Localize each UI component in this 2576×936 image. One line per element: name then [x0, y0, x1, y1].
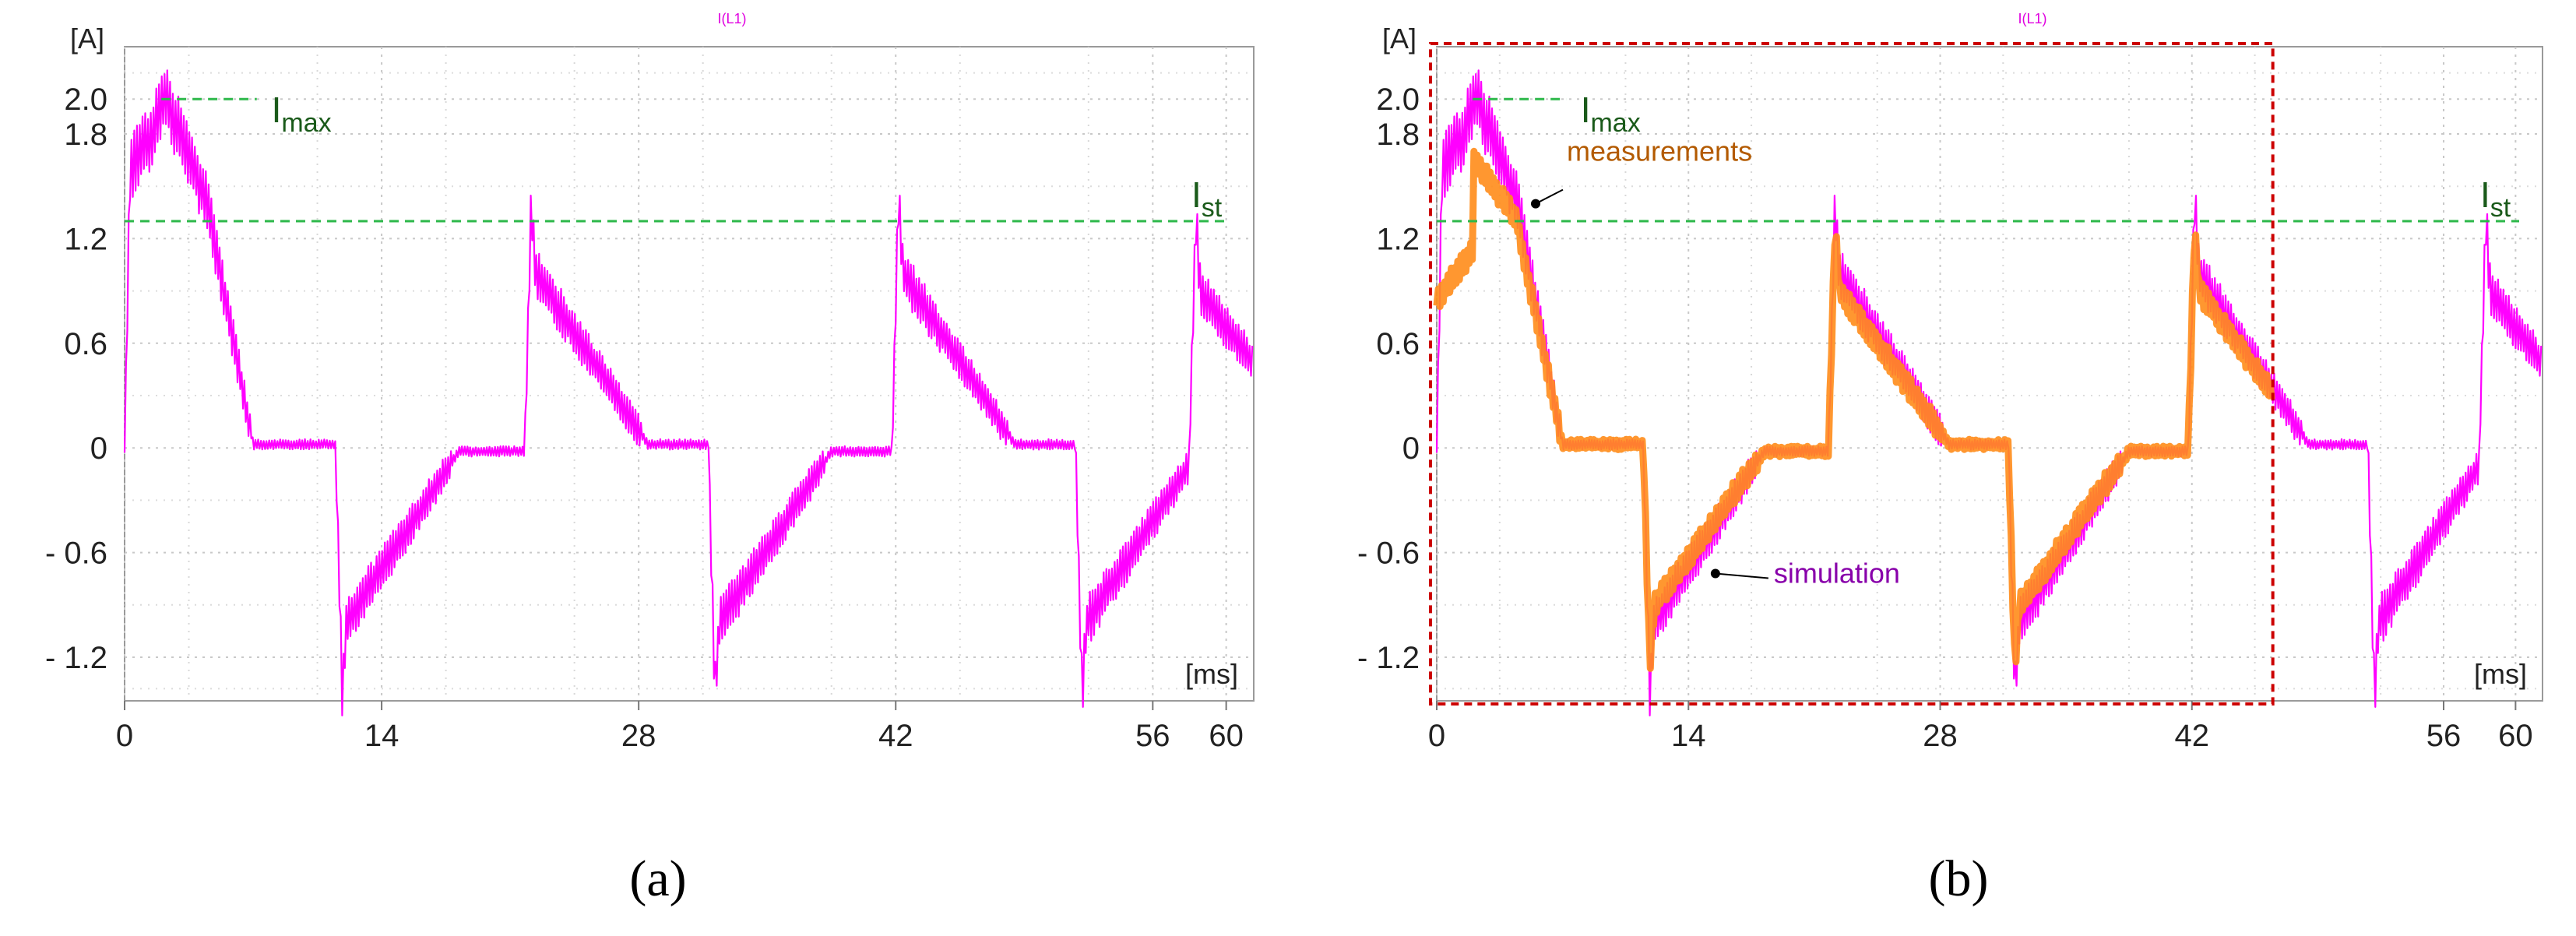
- y-axis-label: [A]: [1382, 23, 1416, 55]
- callout-leader: [1715, 572, 1768, 579]
- x-tick-label: 56: [1135, 719, 1170, 753]
- imax-label: Imax: [272, 90, 332, 138]
- panel-label: (b): [1929, 850, 1989, 907]
- y-tick-label: 0: [90, 431, 107, 466]
- x-tick-label: 0: [1428, 719, 1445, 753]
- y-tick-label: 1.8: [1376, 118, 1420, 152]
- x-tick-label: 28: [621, 719, 656, 753]
- y-tick-label: - 0.6: [1357, 537, 1420, 571]
- y-tick-label: 0.6: [1376, 327, 1420, 361]
- annotation-main-text: I: [1581, 90, 1591, 130]
- y-tick-label: 1.2: [1376, 222, 1420, 256]
- imax-label: Imax: [1581, 90, 1641, 138]
- plot-area: [124, 46, 1255, 702]
- y-tick-label: 0: [1402, 431, 1420, 466]
- annotation-main-text: I: [272, 90, 282, 130]
- measurements-label: measurements: [1567, 135, 1752, 167]
- x-axis-label: [ms]: [1185, 658, 1238, 690]
- measurement-series-line: [1433, 147, 2275, 672]
- annotation-subscript: max: [1590, 108, 1640, 138]
- x-axis-label: [ms]: [2474, 658, 2527, 690]
- x-tick-label: 14: [364, 719, 399, 753]
- y-tick-label: - 0.6: [45, 537, 107, 571]
- callout-leader: [1535, 188, 1564, 205]
- y-tick-label: 0.6: [64, 327, 107, 361]
- x-tick-label: 42: [878, 719, 913, 753]
- panel-b: 0 14 28 42 56 60 2.01.8 1.2 0.6 0 - 0.6 - 1.2 [A] [ms…: [1357, 11, 2543, 907]
- plot-area: [1436, 46, 2543, 702]
- x-tick-label: 0: [116, 719, 133, 753]
- x-tick-label: 60: [1209, 719, 1244, 753]
- y-tick-label: - 1.2: [45, 641, 107, 675]
- y-tick-label: 1.8: [64, 118, 107, 152]
- highlight-box: [1429, 42, 2275, 706]
- y-axis-label: [A]: [70, 23, 104, 55]
- callout-dot: [1530, 199, 1540, 209]
- annotation-subscript: st: [1202, 193, 1223, 223]
- annotation-main-text: I: [2480, 174, 2490, 215]
- chart-title: I(L1): [717, 11, 746, 26]
- ist-label: Ist: [2480, 174, 2511, 223]
- x-tick-label: 14: [1671, 719, 1706, 753]
- x-tick-label: 56: [2426, 719, 2462, 753]
- annotation-subscript: st: [2490, 193, 2511, 223]
- simulation-label: simulation: [1774, 557, 1900, 589]
- annotation-subscript: max: [281, 108, 331, 138]
- x-tick-label: 42: [2175, 719, 2210, 753]
- x-tick-label: 28: [1923, 719, 1958, 753]
- y-tick-label: 2.0: [64, 83, 107, 117]
- y-tick-label: - 1.2: [1357, 641, 1420, 675]
- x-tick-label: 60: [2498, 719, 2533, 753]
- panel-label: (a): [629, 850, 686, 907]
- y-tick-label: 2.0: [1376, 83, 1420, 117]
- ist-label: Ist: [1191, 174, 1223, 223]
- annotation-main-text: I: [1191, 174, 1202, 215]
- panel-a: 0 14 28 42 56 60 2.01.8 1.2 0.6 0 - 0.6 - 1.2 [A] [ms…: [45, 11, 1255, 907]
- chart-title: I(L1): [2018, 11, 2046, 26]
- simulation-series-line: [123, 69, 1254, 716]
- callout-dot: [1710, 568, 1720, 579]
- y-tick-label: 1.2: [64, 222, 107, 256]
